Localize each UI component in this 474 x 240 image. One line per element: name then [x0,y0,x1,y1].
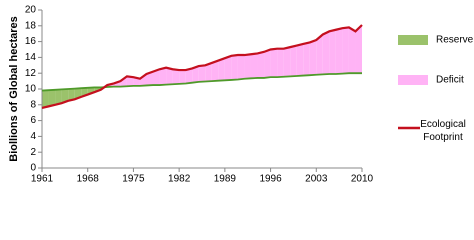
deficit-area [159,67,167,86]
y-axis-label: Biollions of Global hectares [8,16,20,161]
deficit-area [172,69,180,85]
y-tick-label: 2 [30,147,36,158]
deficit-area [348,27,356,74]
deficit-area [355,25,362,74]
deficit-area [192,66,199,83]
y-tick-label: 0 [30,163,36,174]
deficit-area [277,48,284,78]
x-tick-label: 1975 [122,174,145,185]
deficit-area [120,76,127,87]
deficit-area [283,47,291,77]
reserve-area [55,89,62,105]
deficit-area [224,55,232,81]
chart: Biollions of Global hectares 0 2 4 6 8 10 12 14… [8,5,474,185]
deficit-area [290,45,297,77]
deficit-area [322,31,330,75]
y-tick-label: 4 [30,131,36,142]
deficit-area [250,53,258,79]
y-tick-label: 16 [25,36,37,47]
legend-swatch [398,75,428,85]
y-tick-label: 10 [25,84,37,95]
deficit-area [335,28,343,74]
deficit-area [198,65,206,82]
series-line [41,24,363,110]
y-tick-label: 20 [25,5,37,16]
deficit-area [316,34,323,75]
deficit-area [185,68,193,84]
reserve-area [48,89,56,107]
deficit-area [218,58,225,81]
deficit-area [244,54,251,79]
reserve-area [68,88,75,101]
deficit-area [139,73,147,86]
deficit-area [166,67,173,85]
y-tick-label: 6 [30,115,36,126]
y-tick-label: 8 [30,99,36,110]
y-tick-label: 12 [25,68,37,79]
deficit-area [153,69,160,86]
x-tick-label: 1989 [214,174,237,185]
page: Biollions of Global hectares 0 2 4 6 8 10 12 14… [8,5,474,185]
y-tick-label: 18 [25,20,37,31]
deficit-area [264,49,271,78]
legend-label: Reserve [436,35,474,46]
deficit-area [146,71,154,86]
deficit-area [303,42,310,76]
legend-swatch [398,35,428,45]
series-line [41,72,362,92]
deficit-area [309,40,317,76]
x-tick-label: 1961 [31,174,54,185]
reserve-area [61,89,69,104]
deficit-area [342,27,349,74]
x-tick-label: 1996 [259,174,282,185]
deficit-area [205,62,212,82]
deficit-area [179,70,186,84]
deficit-area [126,76,134,87]
deficit-area [211,60,219,82]
deficit-area [237,55,245,80]
deficit-area [270,48,278,78]
x-tick-label: 2010 [351,174,374,185]
deficit-area [231,55,238,80]
deficit-area [296,43,304,76]
legend-label: Deficit [436,75,464,86]
x-tick-label: 2003 [305,174,328,185]
x-tick-label: 1968 [77,174,100,185]
x-tick-label: 1982 [168,174,191,185]
legend-label: Ecological Footprint [420,119,466,143]
deficit-area [329,29,336,74]
reserve-area [42,90,49,108]
deficit-area [257,51,265,78]
y-tick-label: 14 [25,52,37,63]
